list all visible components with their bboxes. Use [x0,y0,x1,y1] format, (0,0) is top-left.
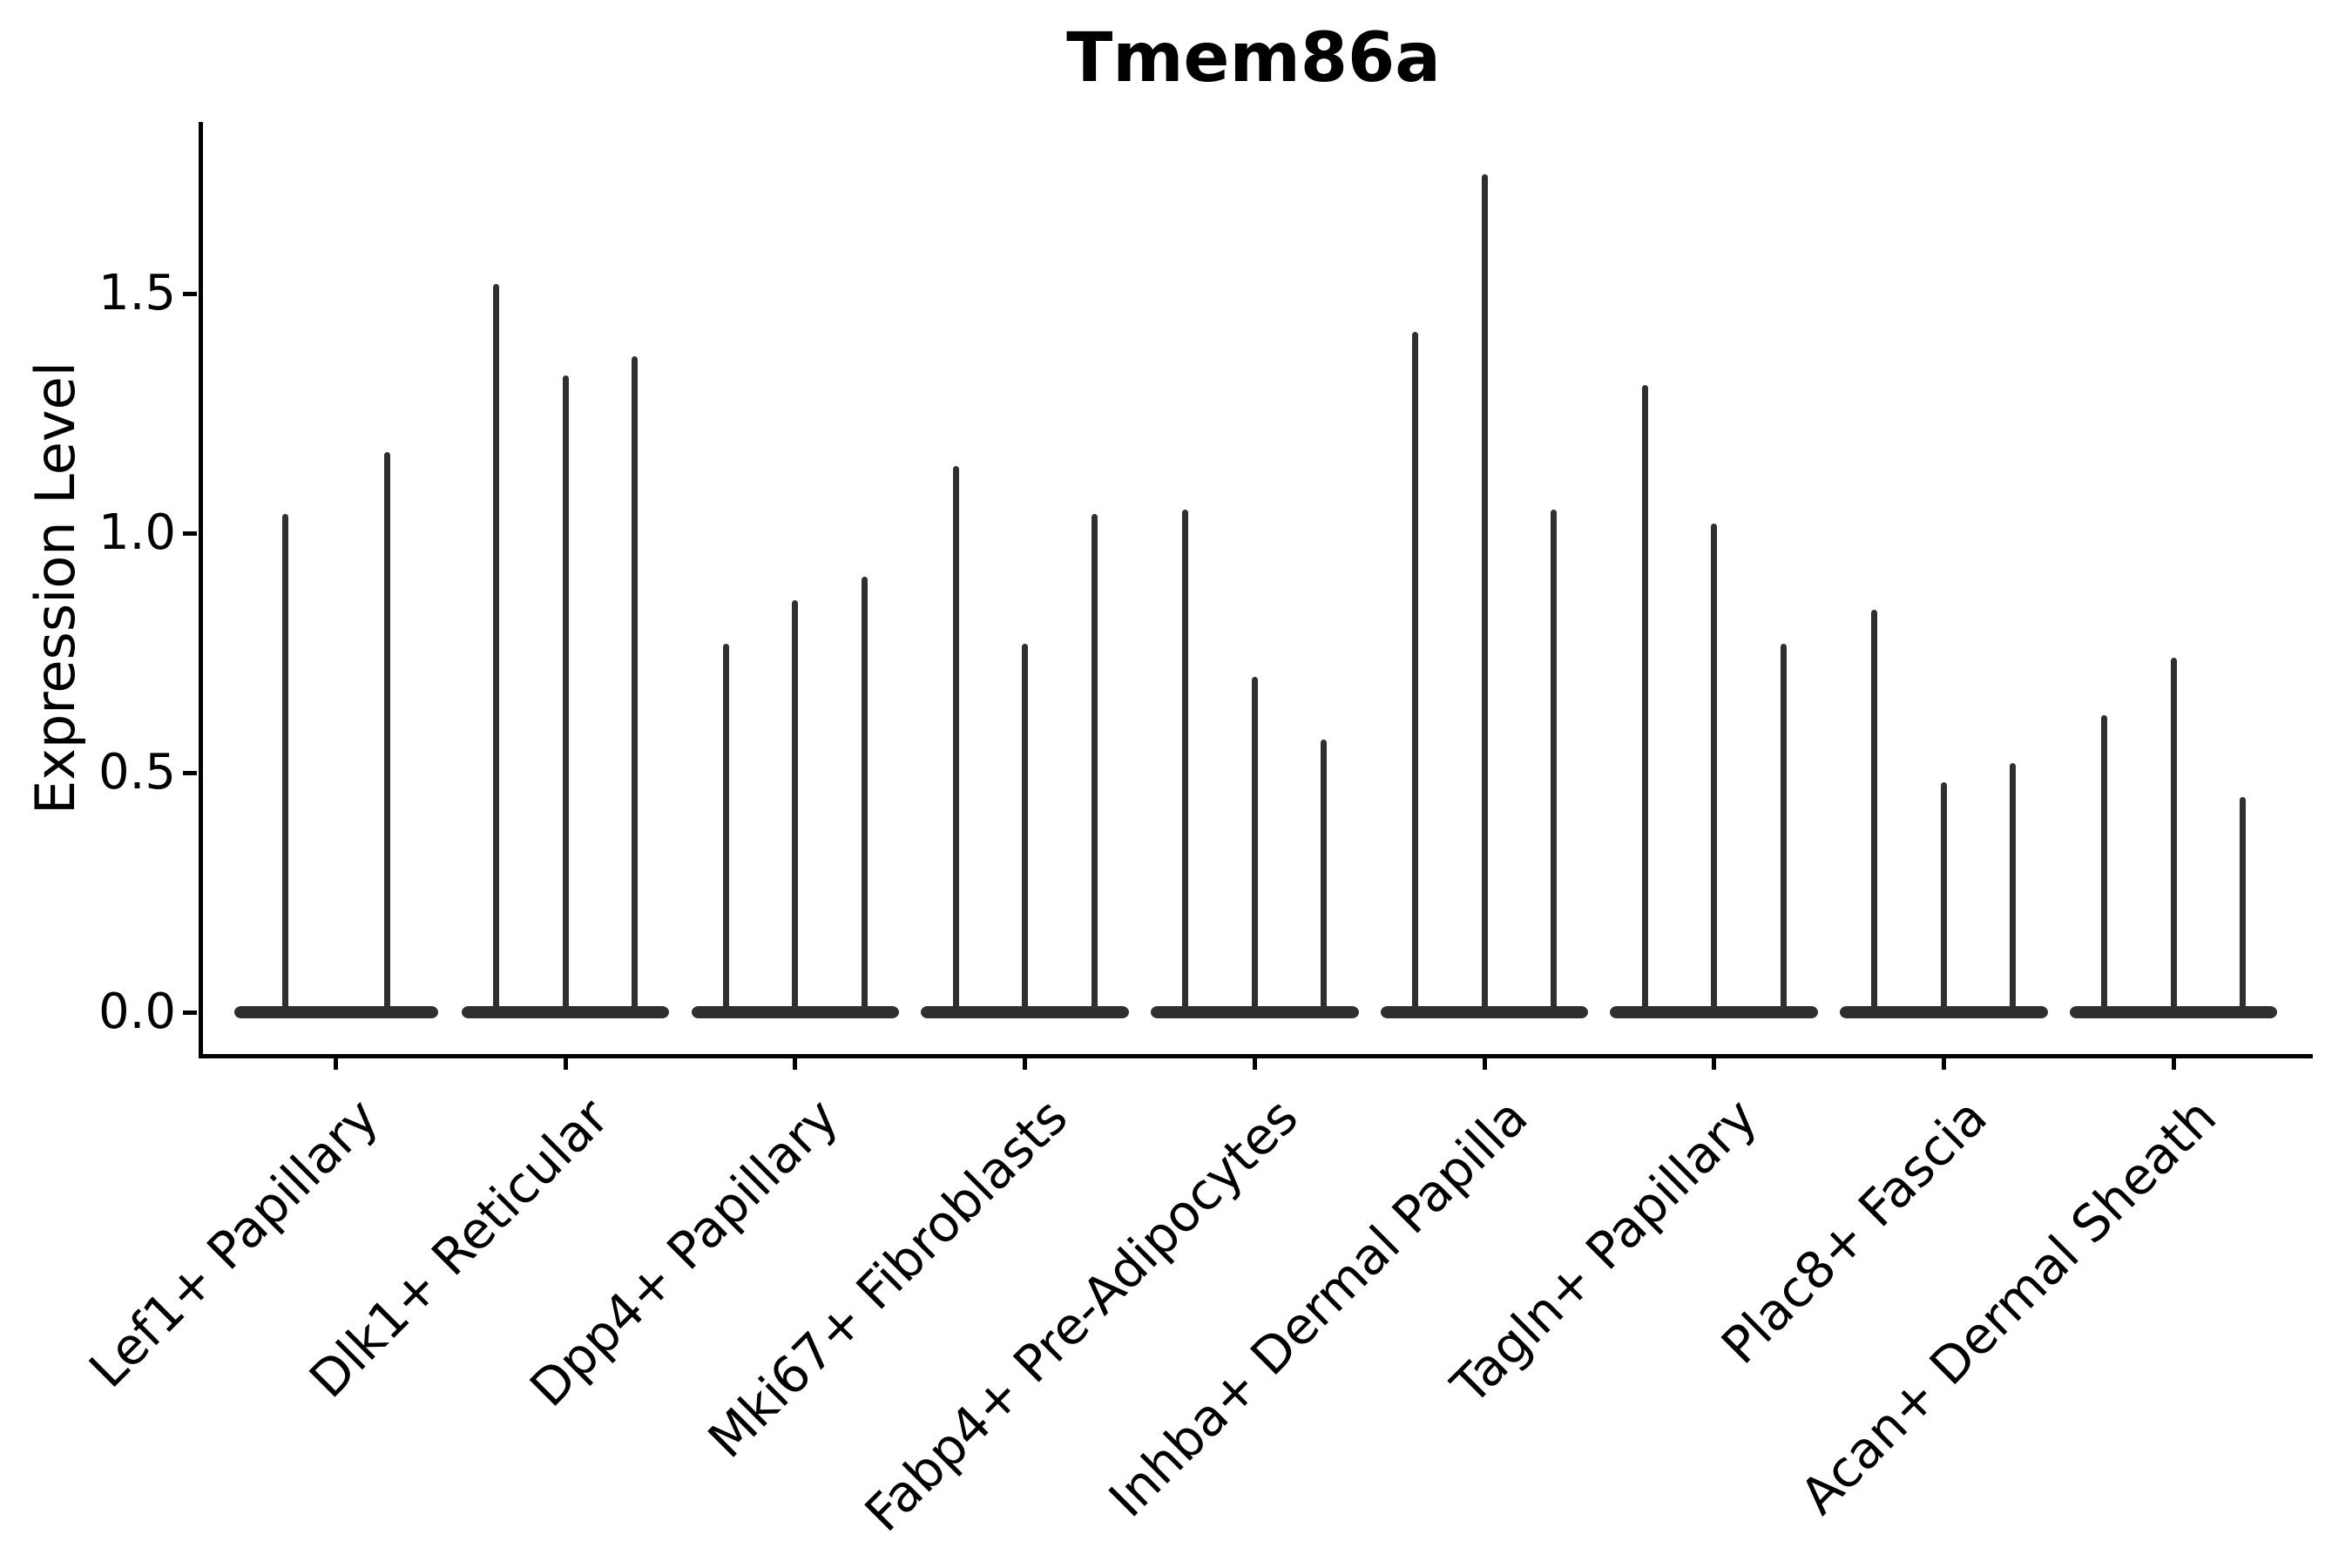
violin-spike [1412,332,1418,1012]
y-axis-label: Expression Level [24,362,87,814]
x-tick-mark [2171,1054,2176,1070]
violin-spike [1940,782,1947,1012]
violin-spike [1641,384,1648,1012]
y-tick-mark [183,531,197,536]
violin-spike [1321,739,1328,1012]
x-tick-mark [1023,1054,1028,1070]
chart-title: Tmem86a [1066,19,1441,98]
violin-spike [2010,763,2017,1012]
y-tick-label: 1.5 [98,265,176,321]
violin-spike [493,284,500,1012]
violin-spike [952,466,959,1012]
y-tick-label: 0.0 [98,983,176,1040]
x-tick-mark [1252,1054,1257,1070]
violin-spike [2240,796,2247,1012]
x-tick-label: Inhba+ Dermal Papilla [1097,1087,1539,1529]
x-tick-label: Acan+ Dermal Sheath [1788,1087,2228,1526]
violin-base [2069,1006,2278,1018]
violin-spike [792,600,799,1012]
violin-spike [1022,643,1029,1012]
y-tick-label: 1.0 [98,504,176,561]
violin-spike [1551,509,1557,1012]
x-tick-mark [1941,1054,1946,1070]
x-tick-mark [563,1054,568,1070]
violin-base [461,1006,670,1018]
violin-spike [383,451,390,1012]
violin-base [1151,1006,1359,1018]
violin-base [921,1006,1129,1018]
violin-spike [1780,643,1787,1012]
violin-base [1610,1006,1818,1018]
x-tick-mark [334,1054,338,1070]
violin-spike [1871,610,1878,1012]
violin-spike [2170,658,2177,1012]
violin-spike [2101,715,2108,1012]
violin-base [1840,1006,2048,1018]
violin-spike [1091,514,1098,1012]
violin-spike [1481,173,1488,1012]
violin-spike [281,514,288,1012]
x-tick-mark [793,1054,798,1070]
violin-spike [562,375,569,1012]
x-tick-mark [1482,1054,1487,1070]
y-tick-mark [183,1010,197,1015]
y-tick-mark [183,291,197,296]
x-tick-mark [1712,1054,1717,1070]
violin-spike [1182,509,1189,1012]
violin-base [233,1006,438,1018]
violin-base [691,1006,900,1018]
y-tick-label: 0.5 [98,744,176,801]
violin-spike [861,576,868,1012]
y-tick-mark [183,770,197,775]
x-tick-label: Fabp4+ Pre-Adipocytes [853,1087,1309,1544]
violin-base [1380,1006,1589,1018]
violin-spike [1711,524,1718,1012]
violin-spike [1251,677,1258,1012]
violin-spike [632,355,639,1012]
violin-spike [722,643,729,1012]
